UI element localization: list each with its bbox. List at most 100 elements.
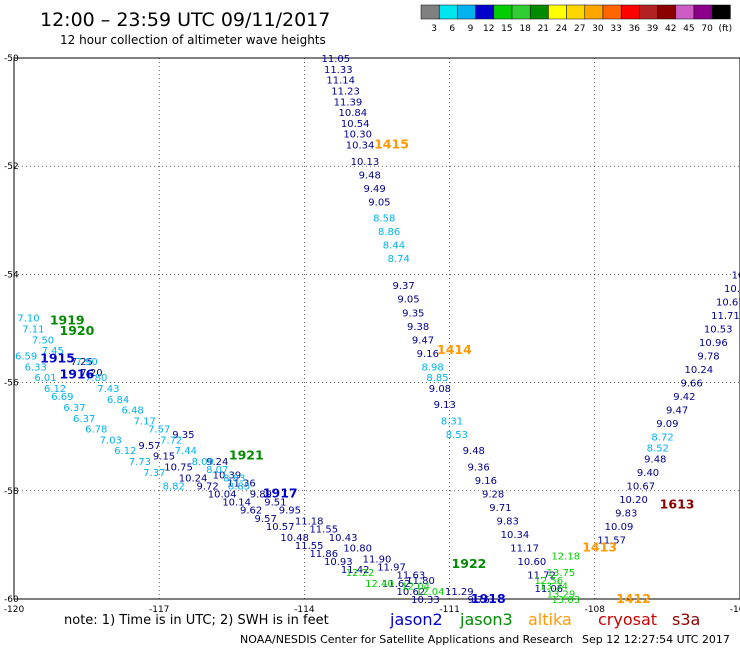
swh-point: 11.90 (363, 554, 392, 565)
swh-point: 9.16 (417, 349, 439, 360)
swh-point: 11.57 (597, 535, 626, 546)
swh-point: 10.43 (329, 533, 358, 544)
scale-label: 39 (647, 24, 659, 34)
swh-point: 11.80 (406, 576, 435, 587)
y-tick-label: -52 (4, 162, 19, 172)
swh-point: 7.37 (143, 468, 165, 479)
y-tick-label: -60 (4, 595, 19, 605)
swh-point: 9.15 (153, 452, 175, 463)
swh-point: 13.34 (539, 581, 568, 592)
swh-point: 10.62 (397, 587, 426, 598)
swh-point: 11.14 (326, 76, 355, 87)
swh-point: 6.48 (121, 406, 143, 417)
time-label: 1920 (60, 323, 95, 338)
swh-point: 11.17 (510, 544, 539, 555)
footer-credit: NOAA/NESDIS Center for Satellite Applica… (240, 633, 573, 646)
scale-swatch (511, 4, 531, 20)
scale-swatch (475, 4, 495, 20)
swh-point: 9.13 (434, 400, 456, 411)
swh-point: 10.39 (213, 471, 242, 482)
swh-point: 11.42 (341, 565, 370, 576)
swh-point: 8.85 (228, 481, 250, 492)
scale-label: 33 (610, 24, 621, 34)
swh-point: 10.48 (280, 533, 309, 544)
scale-swatch (693, 4, 713, 20)
swh-point: 9.35 (402, 308, 424, 319)
swh-point: 11.72 (527, 571, 556, 582)
satellite-legend-item: cryosat (598, 610, 657, 629)
swh-point: 10.84 (338, 108, 367, 119)
swh-point: 10.67 (626, 481, 655, 492)
time-label: 1915 (40, 350, 75, 365)
swh-point: 6.12 (44, 384, 66, 395)
x-tick-label: -117 (149, 605, 169, 615)
swh-point: 7.17 (134, 416, 156, 427)
swh-point: 8.58 (373, 214, 395, 225)
swh-point: 9.05 (368, 197, 390, 208)
chart-subtitle: 12 hour collection of altimeter wave hei… (60, 33, 326, 47)
swh-point: 12.22 (346, 568, 375, 579)
satellite-legend-item: jason3 (459, 610, 513, 629)
satellite-legend-item: jason2 (389, 610, 443, 629)
swh-point: 10.60 (518, 557, 547, 568)
scale-label: 3 (431, 24, 437, 34)
swh-point: 7.57 (148, 425, 170, 436)
swh-point: 9.76 (468, 595, 490, 606)
swh-point: 6.84 (107, 395, 129, 406)
scale-label: 36 (629, 24, 641, 34)
scale-label: 24 (556, 24, 568, 34)
swh-point: 10.4 (724, 284, 740, 295)
y-tick-label: -50 (4, 54, 19, 64)
scale-label: 12 (483, 24, 494, 34)
swh-point: 7.03 (100, 435, 122, 446)
swh-point: 9.48 (359, 170, 381, 181)
scale-label: 15 (501, 24, 512, 34)
swh-point: 10.09 (605, 522, 634, 533)
swh-point: 12.18 (551, 552, 580, 563)
swh-point: 10.13 (351, 157, 380, 168)
plot-frame (13, 57, 740, 600)
x-tick-label: -111 (439, 605, 459, 615)
scale-swatch (657, 4, 677, 20)
swh-point: 9.05 (397, 295, 419, 306)
swh-point: 11.36 (227, 479, 256, 490)
swh-point: 9.36 (468, 462, 490, 473)
scale-swatch (675, 4, 695, 20)
scale-swatch (566, 4, 586, 20)
swh-point: 11.86 (309, 549, 338, 560)
swh-point: 9.16 (475, 476, 497, 487)
scale-label: 27 (574, 24, 585, 34)
swh-point: 8.74 (388, 254, 410, 265)
swh-point: 9.48 (463, 446, 485, 457)
scale-swatch (639, 4, 658, 20)
swh-point: 7.45 (42, 346, 64, 357)
swh-point: 8.53 (446, 430, 468, 441)
swh-point: 13.75 (547, 568, 576, 579)
swh-point: 10.54 (341, 119, 370, 130)
swh-point: 11.55 (295, 541, 324, 552)
scale-label: 45 (683, 24, 694, 34)
swh-point: 11.39 (334, 97, 363, 108)
scale-swatch (529, 4, 549, 20)
swh-point: 7.50 (32, 335, 54, 346)
swh-point: 9.37 (392, 281, 414, 292)
swh-point: 10.67 (716, 297, 740, 308)
swh-point: 11.29 (445, 587, 474, 598)
swh-point: 7.20 (80, 368, 102, 379)
swh-point: 11.23 (331, 86, 360, 97)
data-points: 11.0511.3311.1411.2311.3910.8410.5410.30… (15, 54, 740, 606)
swh-point: 6.37 (73, 414, 95, 425)
x-tick-label: -114 (294, 605, 315, 615)
swh-point: 8.09 (192, 457, 214, 468)
scale-label: 70 (701, 24, 713, 34)
swh-point: 10.34 (501, 530, 530, 541)
swh-point: 8.52 (647, 444, 669, 455)
swh-point: 7.11 (22, 325, 44, 336)
swh-point: 9.40 (637, 468, 659, 479)
swh-point: 8.83 (223, 473, 245, 484)
swh-point: 13.29 (547, 590, 576, 601)
scale-label: 30 (592, 24, 604, 34)
swh-point: 12.56 (534, 576, 563, 587)
swh-point: 9.35 (172, 430, 194, 441)
